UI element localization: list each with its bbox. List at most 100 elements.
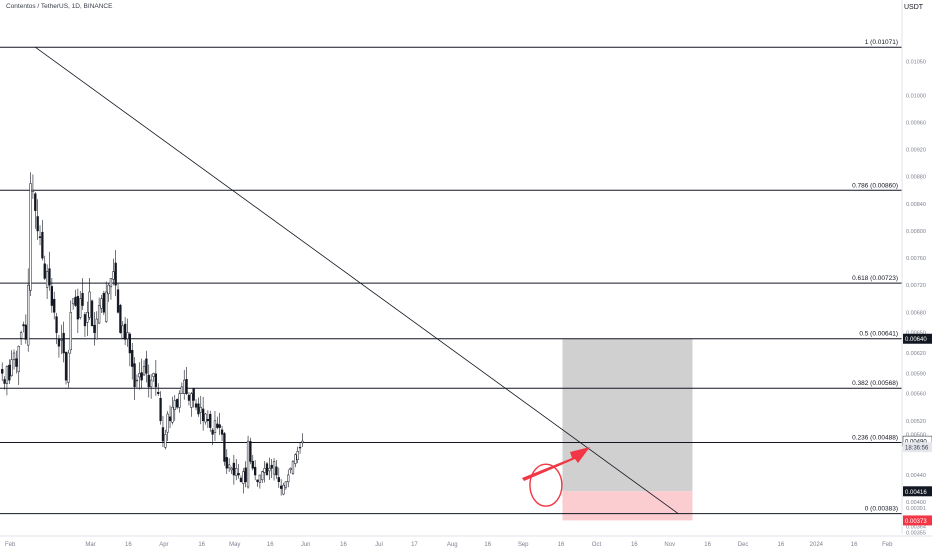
- candle-body: [166, 413, 169, 433]
- price-axis-tick: 0.00590: [906, 371, 926, 377]
- price-axis-tick: 0.00760: [906, 256, 926, 262]
- fib-level-label: 0.5 (0.00641): [859, 331, 898, 338]
- candle-body: [60, 339, 63, 341]
- profit-zone[interactable]: [562, 338, 693, 492]
- candle-body: [123, 323, 127, 340]
- candle-body: [209, 413, 212, 428]
- time-axis-tick: Mar: [85, 542, 95, 548]
- candle-body: [263, 467, 266, 473]
- fib-level-label: 1 (0.01071): [865, 39, 898, 46]
- candle-body: [235, 467, 238, 476]
- candle-body: [183, 379, 186, 394]
- candle-body: [76, 296, 79, 320]
- candle-body: [95, 318, 98, 340]
- price-axis-tick: 0.00800: [906, 229, 926, 235]
- candle-body: [239, 477, 243, 483]
- candle-body: [185, 379, 188, 394]
- candle-body: [126, 332, 129, 339]
- candle-body: [242, 471, 245, 484]
- time-axis-tick: 16: [558, 542, 565, 548]
- candle-body: [251, 460, 254, 469]
- candle-body: [22, 324, 25, 327]
- candle-body: [55, 316, 58, 333]
- candle-body: [201, 408, 205, 422]
- candle-body: [161, 427, 165, 442]
- candle-body: [69, 312, 72, 351]
- time-axis-tick: Dec: [738, 542, 749, 548]
- candle-body: [138, 373, 141, 378]
- candle-body: [275, 466, 278, 476]
- candle-body: [232, 462, 236, 476]
- candle-body: [190, 393, 193, 408]
- candle-body: [159, 397, 162, 422]
- fib-level-label: 0.382 (0.00568): [852, 380, 898, 387]
- candle-body: [102, 292, 106, 313]
- highlight-circle[interactable]: [529, 463, 563, 507]
- time-axis-tick: Nov: [664, 542, 675, 548]
- candle-body: [109, 278, 113, 288]
- arrow-marker[interactable]: [522, 447, 590, 481]
- candle-body: [27, 284, 30, 346]
- candle-body: [227, 464, 231, 469]
- candle-body: [213, 420, 217, 433]
- candle-body: [100, 298, 103, 309]
- candle-body: [230, 467, 233, 471]
- price-label: 0.00373: [905, 519, 927, 525]
- candle-body: [258, 474, 262, 483]
- candle-body: [140, 372, 143, 381]
- candle-body: [119, 305, 122, 333]
- candle-body: [261, 471, 264, 481]
- trendline[interactable]: [35, 46, 679, 514]
- price-label: 18:36:56: [905, 446, 929, 452]
- candle-body: [41, 231, 44, 259]
- candle-body: [187, 394, 191, 401]
- candle-body: [220, 429, 224, 435]
- candle-body: [301, 440, 304, 444]
- candle-body: [289, 467, 292, 470]
- fib-level-label: 0.786 (0.00860): [852, 182, 898, 189]
- candles: [1, 172, 304, 496]
- candle-body: [244, 467, 247, 483]
- price-label: 0.00416: [905, 490, 927, 496]
- time-axis-tick: Aug: [447, 542, 458, 548]
- candle-body: [178, 393, 181, 408]
- candle-body: [145, 358, 148, 374]
- candle-body: [154, 373, 158, 388]
- price-axis-tick: 0.00880: [906, 175, 926, 181]
- candle-body: [225, 457, 228, 469]
- candle-body: [1, 369, 4, 374]
- time-axis-tick: May: [229, 542, 240, 548]
- candle-body: [237, 473, 240, 476]
- candle-body: [211, 429, 214, 435]
- stop-zone[interactable]: [562, 491, 693, 521]
- candle-body: [36, 216, 39, 232]
- candle-body: [291, 461, 295, 474]
- chart-title: Contentos / TetherUS, 1D, BINANCE: [6, 3, 113, 10]
- time-axis-tick: 16: [778, 542, 785, 548]
- price-axis-tick: 0.00391: [906, 506, 926, 512]
- time-axis-tick: Apr: [159, 542, 168, 548]
- time-axis-tick: 16: [484, 542, 491, 548]
- candle-body: [15, 358, 18, 367]
- fib-level-label: 0.618 (0.00723): [852, 275, 898, 282]
- candle-body: [31, 190, 35, 192]
- candle-body: [93, 324, 96, 333]
- time-axis-tick: 16: [631, 542, 638, 548]
- candle-body: [277, 477, 280, 483]
- candle-body: [272, 461, 276, 475]
- candle-body: [17, 345, 20, 373]
- candle-body: [133, 363, 136, 388]
- candle-body: [280, 485, 283, 489]
- candle-body: [135, 379, 139, 382]
- price-label-box: [903, 515, 932, 526]
- price-axis-tick: 0.00500: [906, 432, 926, 438]
- time-axis-tick: Oct: [592, 542, 602, 548]
- time-axis-tick: Feb: [5, 542, 16, 548]
- price-axis-tick: 0.00720: [906, 283, 926, 289]
- time-axis-tick: Feb: [882, 542, 893, 548]
- time-axis-tick: 16: [704, 542, 711, 548]
- price-axis-tick: 0.00400: [906, 500, 926, 506]
- time-axis-tick: 16: [198, 542, 205, 548]
